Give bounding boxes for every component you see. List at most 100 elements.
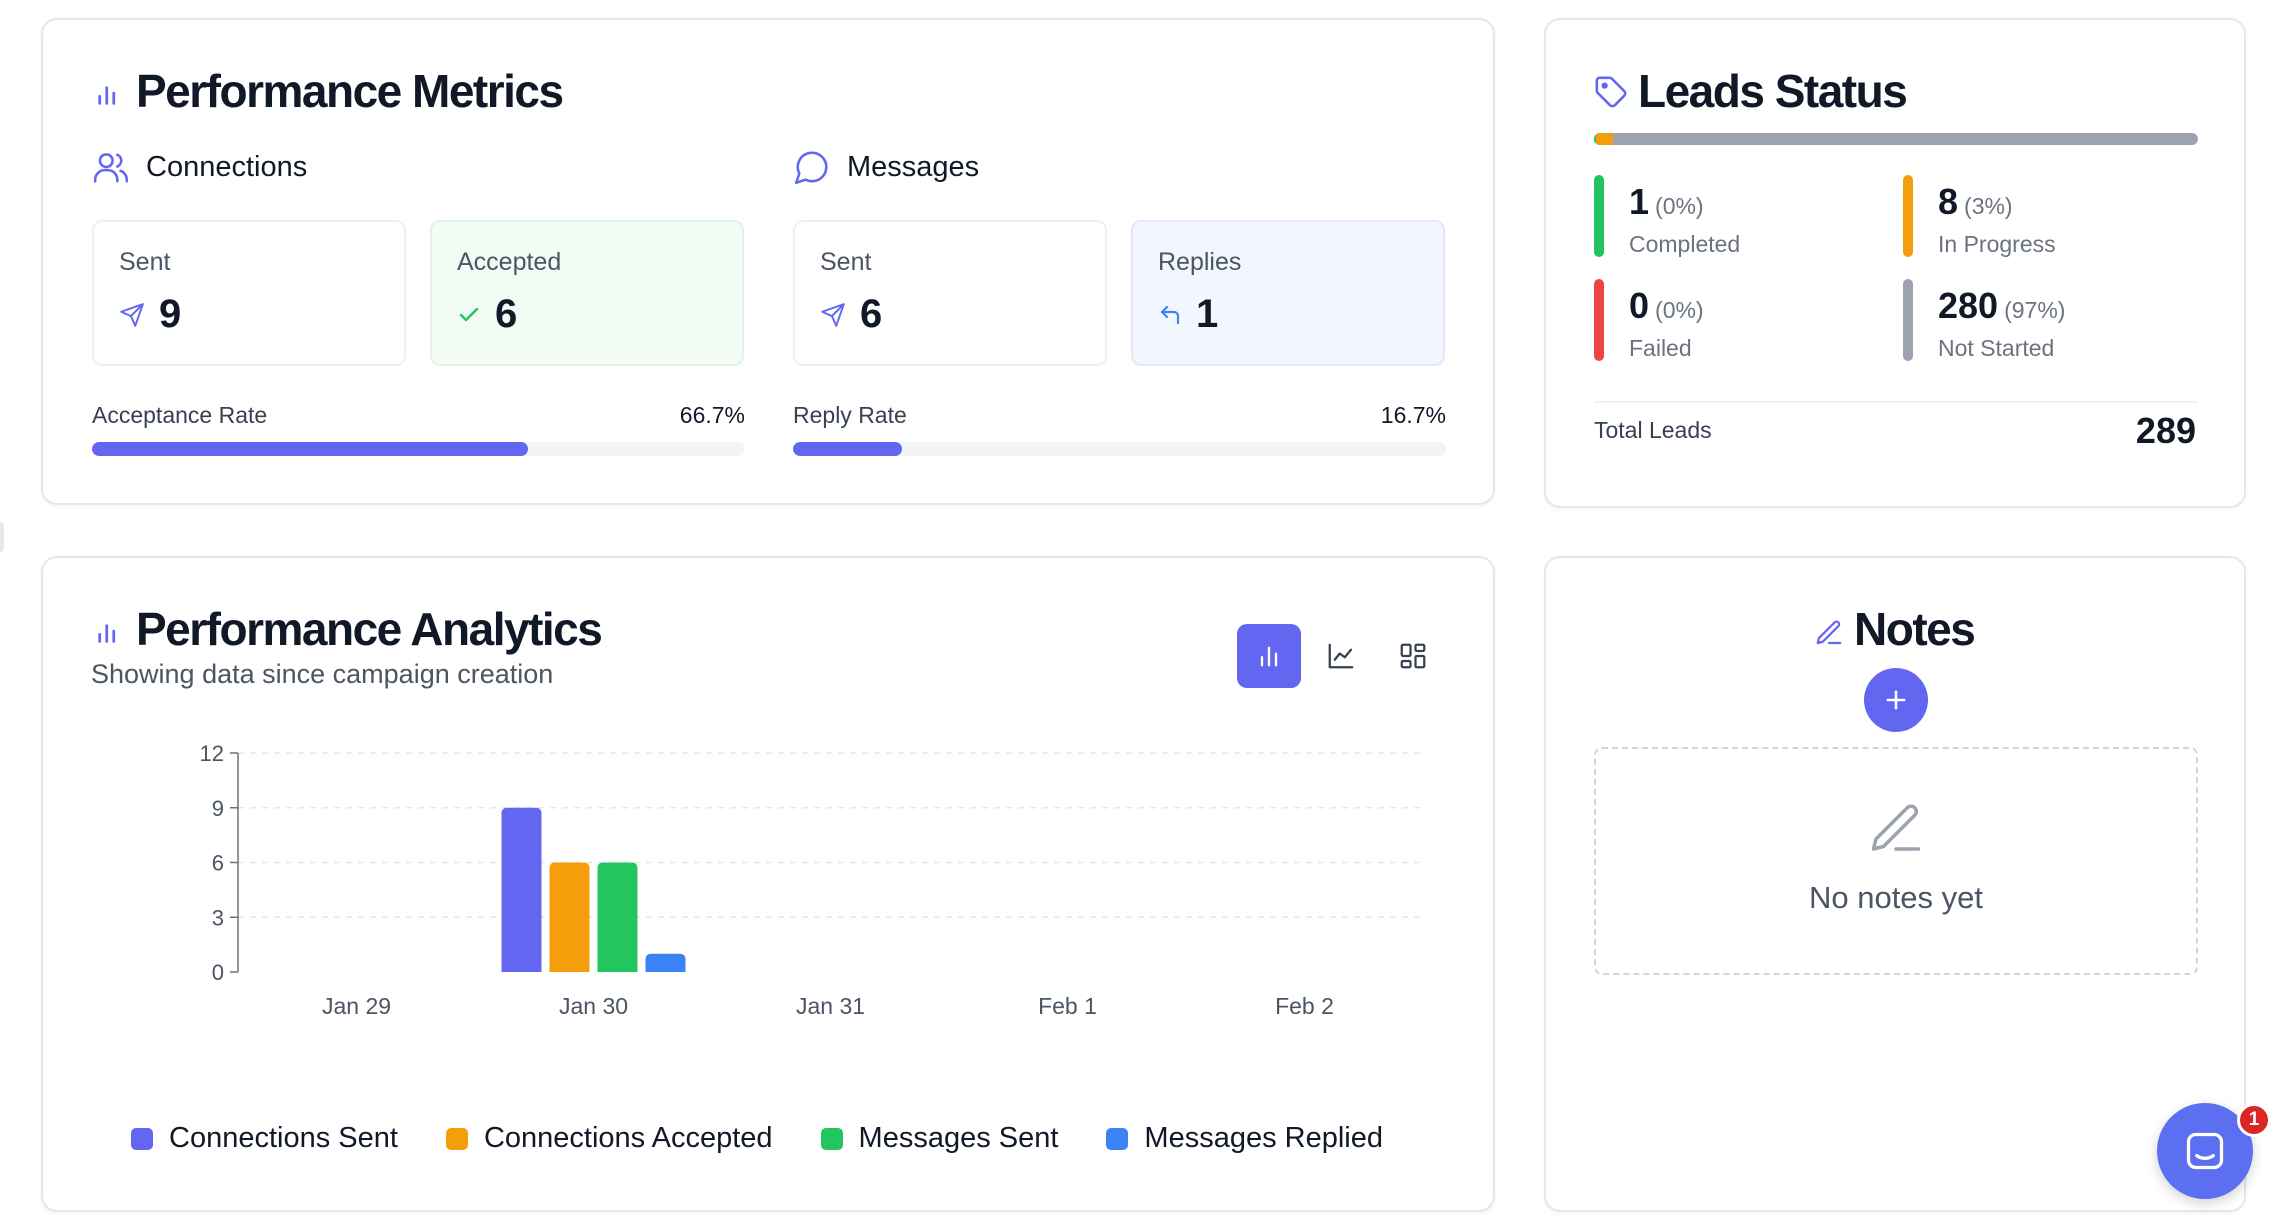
pencil-icon <box>1816 620 1842 645</box>
notes-title: Notes <box>1854 603 1976 655</box>
status-accent <box>1903 175 1913 257</box>
lead-label: Not Started <box>1938 335 2055 361</box>
x-tick-label: Feb 1 <box>1038 993 1097 1019</box>
lead-label: Failed <box>1629 335 1692 361</box>
x-tick-label: Jan 30 <box>559 993 628 1019</box>
leads-progress-bar <box>1594 133 2198 145</box>
users-icon <box>93 153 129 183</box>
connections-heading: Connections <box>146 150 308 183</box>
connections-sent-stat: Sent 9 <box>92 220 406 366</box>
performance-metrics-title: Performance Metrics <box>136 65 564 117</box>
notes-card: Notes No notes yet <box>1544 556 2246 1212</box>
lead-percent: (3%) <box>1964 193 2013 219</box>
send-icon <box>821 302 845 327</box>
bar-messages-sent <box>597 862 638 972</box>
total-leads-value: 289 <box>2135 410 2196 451</box>
reply-rate-value: 16.7% <box>1380 402 1446 428</box>
acceptance-rate-value: 66.7% <box>679 402 745 428</box>
status-accent <box>1594 175 1604 257</box>
check-icon <box>459 307 479 321</box>
legend-label: Messages Replied <box>1144 1122 1383 1154</box>
stat-value: 1 <box>1196 292 1219 336</box>
acceptance-rate-fill <box>92 442 528 456</box>
add-note-button[interactable] <box>1864 668 1928 732</box>
legend-label: Connections Accepted <box>483 1122 773 1154</box>
reply-icon <box>1160 305 1180 324</box>
notes-empty-state: No notes yet <box>1594 747 2198 975</box>
leads-status-title: Leads Status <box>1638 65 1908 117</box>
bar-chart-icon <box>98 624 116 643</box>
lead-percent: (0%) <box>1655 193 1704 219</box>
connections-header: Connections <box>92 148 307 186</box>
stat-label: Sent <box>820 248 872 276</box>
side-panel-handle[interactable] <box>0 522 4 552</box>
lead-status-not-started: 280 (97%) Not Started <box>1903 279 2193 365</box>
analytics-subtitle: Showing data since campaign creation <box>91 659 554 689</box>
bar-chart-icon <box>1260 646 1278 667</box>
y-tick-label: 9 <box>212 796 224 821</box>
acceptance-rate-bar <box>92 442 745 456</box>
performance-analytics-card: Performance Analytics Showing data since… <box>41 556 1495 1212</box>
legend-swatch <box>131 1127 153 1150</box>
lead-label: In Progress <box>1938 231 2056 257</box>
lead-status-in-progress: 8 (3%) In Progress <box>1903 175 2193 261</box>
divider <box>1594 401 2198 403</box>
chart-legend: Connections Sent Connections Accepted Me… <box>131 1122 1383 1155</box>
acceptance-rate-label: Acceptance Rate <box>92 402 268 428</box>
legend-item-connections-sent[interactable]: Connections Sent <box>131 1122 398 1155</box>
y-tick-label: 6 <box>212 851 224 876</box>
lead-status-failed: 0 (0%) Failed <box>1594 279 1884 365</box>
reply-rate-fill <box>793 442 903 456</box>
y-tick-label: 12 <box>200 741 224 766</box>
message-circle-icon <box>794 151 828 185</box>
status-accent <box>1903 279 1913 361</box>
grid-view-button[interactable] <box>1381 624 1445 688</box>
total-leads-label: Total Leads <box>1594 417 1712 443</box>
y-tick-label: 0 <box>212 960 224 985</box>
messages-heading: Messages <box>847 150 980 183</box>
reply-rate-bar <box>793 442 1446 456</box>
plus-icon <box>1886 690 1906 710</box>
bar-connections-accepted <box>549 862 590 972</box>
bar-chart: 0 3 6 9 12 Jan 29 Jan 30 Jan 31 Feb 1 Feb 2 <box>200 741 1423 1019</box>
x-tick-label: Jan 31 <box>796 993 865 1019</box>
lead-label: Completed <box>1629 231 1741 257</box>
stat-label: Replies <box>1158 248 1242 276</box>
line-chart-icon <box>1328 643 1354 669</box>
legend-swatch <box>820 1127 843 1150</box>
leads-segment-completed <box>1594 133 1597 145</box>
legend-item-messages-replied[interactable]: Messages Replied <box>1106 1122 1383 1155</box>
leads-status-card: Leads Status 1 (0%) Completed 8 (3%) In Pr… <box>1544 18 2246 508</box>
legend-item-connections-accepted[interactable]: Connections Accepted <box>445 1122 773 1155</box>
line-view-button[interactable] <box>1309 624 1373 688</box>
bar-messages-replied <box>645 953 686 972</box>
pencil-icon <box>1871 804 1921 851</box>
performance-analytics-title: Performance Analytics <box>136 603 603 655</box>
stat-label: Sent <box>119 248 171 276</box>
lead-count: 280 <box>1938 285 1999 326</box>
stat-value: 6 <box>495 292 518 336</box>
messages-replies-stat: Replies 1 <box>1131 220 1445 366</box>
y-tick-label: 3 <box>212 905 224 930</box>
legend-swatch <box>1106 1127 1129 1150</box>
legend-swatch <box>445 1127 468 1150</box>
bar-chart-icon <box>98 86 116 105</box>
lead-count: 8 <box>1938 181 1959 222</box>
grid-icon <box>1400 643 1426 669</box>
legend-label: Messages Sent <box>858 1122 1059 1154</box>
acceptance-rate-row: Acceptance Rate 66.7% <box>92 402 745 429</box>
chat-icon <box>2186 1132 2224 1170</box>
chat-notification-badge: 1 <box>2237 1103 2271 1137</box>
empty-notes-text: No notes yet <box>1808 880 1984 915</box>
lead-status-completed: 1 (0%) Completed <box>1594 175 1884 261</box>
bar-connections-sent <box>501 807 542 972</box>
x-tick-label: Feb 2 <box>1275 993 1334 1019</box>
tag-icon <box>1595 76 1627 108</box>
legend-item-messages-sent[interactable]: Messages Sent <box>820 1122 1059 1155</box>
lead-count: 1 <box>1629 181 1650 222</box>
leads-segment-in-progress <box>1596 133 1613 145</box>
lead-count: 0 <box>1629 285 1650 326</box>
messages-sent-stat: Sent 6 <box>793 220 1107 366</box>
bar-view-button[interactable] <box>1237 624 1301 688</box>
stat-value: 9 <box>159 292 182 336</box>
